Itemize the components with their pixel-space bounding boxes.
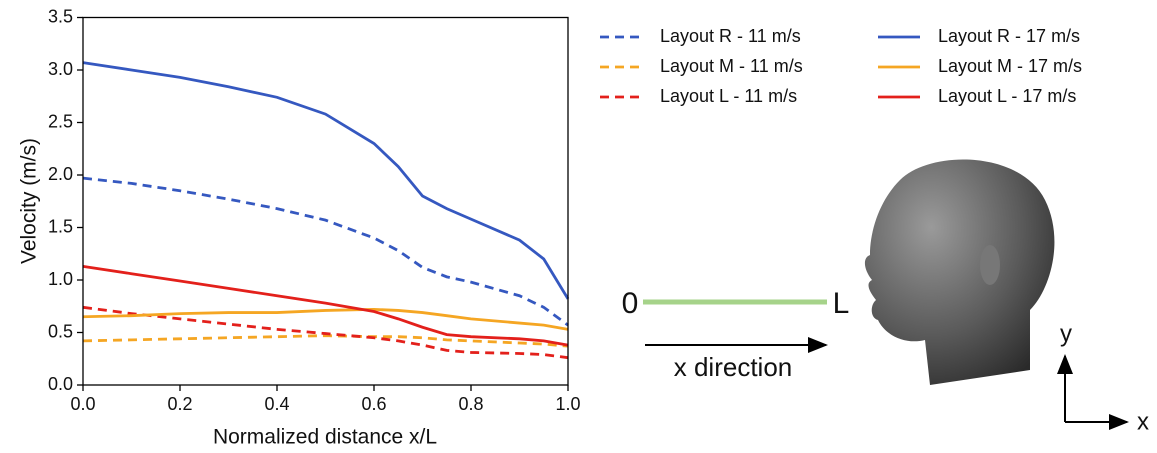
series-line [82, 307, 569, 331]
x-tick-label: 0.2 [167, 394, 192, 414]
head-icon [864, 159, 1055, 385]
y-tick-label: 2.0 [48, 164, 73, 184]
y-tick-label: 3.0 [48, 59, 73, 79]
diagram: 0 L x direction y x [622, 159, 1149, 435]
legend-label: Layout L - 11 m/s [660, 86, 797, 106]
end-label: L [833, 287, 850, 320]
ear [980, 245, 1000, 285]
direction-label: x direction [674, 352, 793, 382]
legend-label: Layout M - 17 m/s [938, 56, 1082, 76]
series-line [82, 61, 570, 300]
x-tick-label: 0.4 [264, 394, 289, 414]
axis-x-label: x [1137, 408, 1149, 435]
x-axis-label: Normalized distance x/L [213, 426, 437, 449]
axis-y-label: y [1060, 320, 1072, 347]
y-axis-label: Velocity (m/s) [18, 138, 41, 264]
y-tick-label: 3.5 [48, 6, 73, 26]
start-label: 0 [622, 287, 639, 320]
y-tick-label: 1.0 [48, 269, 73, 289]
series-line [82, 334, 569, 348]
x-tick-label: 1.0 [555, 394, 580, 414]
legend-label: Layout R - 17 m/s [938, 26, 1080, 46]
series-line [82, 305, 569, 360]
legend-label: Layout M - 11 m/s [660, 56, 803, 76]
series-line [82, 264, 569, 347]
legend-label: Layout R - 11 m/s [660, 26, 801, 46]
y-tick-label: 2.5 [48, 111, 73, 131]
y-tick-label: 1.5 [48, 216, 73, 236]
y-tick-label: 0.0 [48, 374, 73, 394]
series-line [82, 176, 569, 327]
x-tick-label: 0.0 [70, 394, 95, 414]
legend-label: Layout L - 17 m/s [938, 86, 1076, 106]
x-tick-label: 0.6 [361, 394, 386, 414]
y-tick-label: 0.5 [48, 321, 73, 341]
plot-frame [82, 16, 569, 386]
x-tick-label: 0.8 [458, 394, 483, 414]
